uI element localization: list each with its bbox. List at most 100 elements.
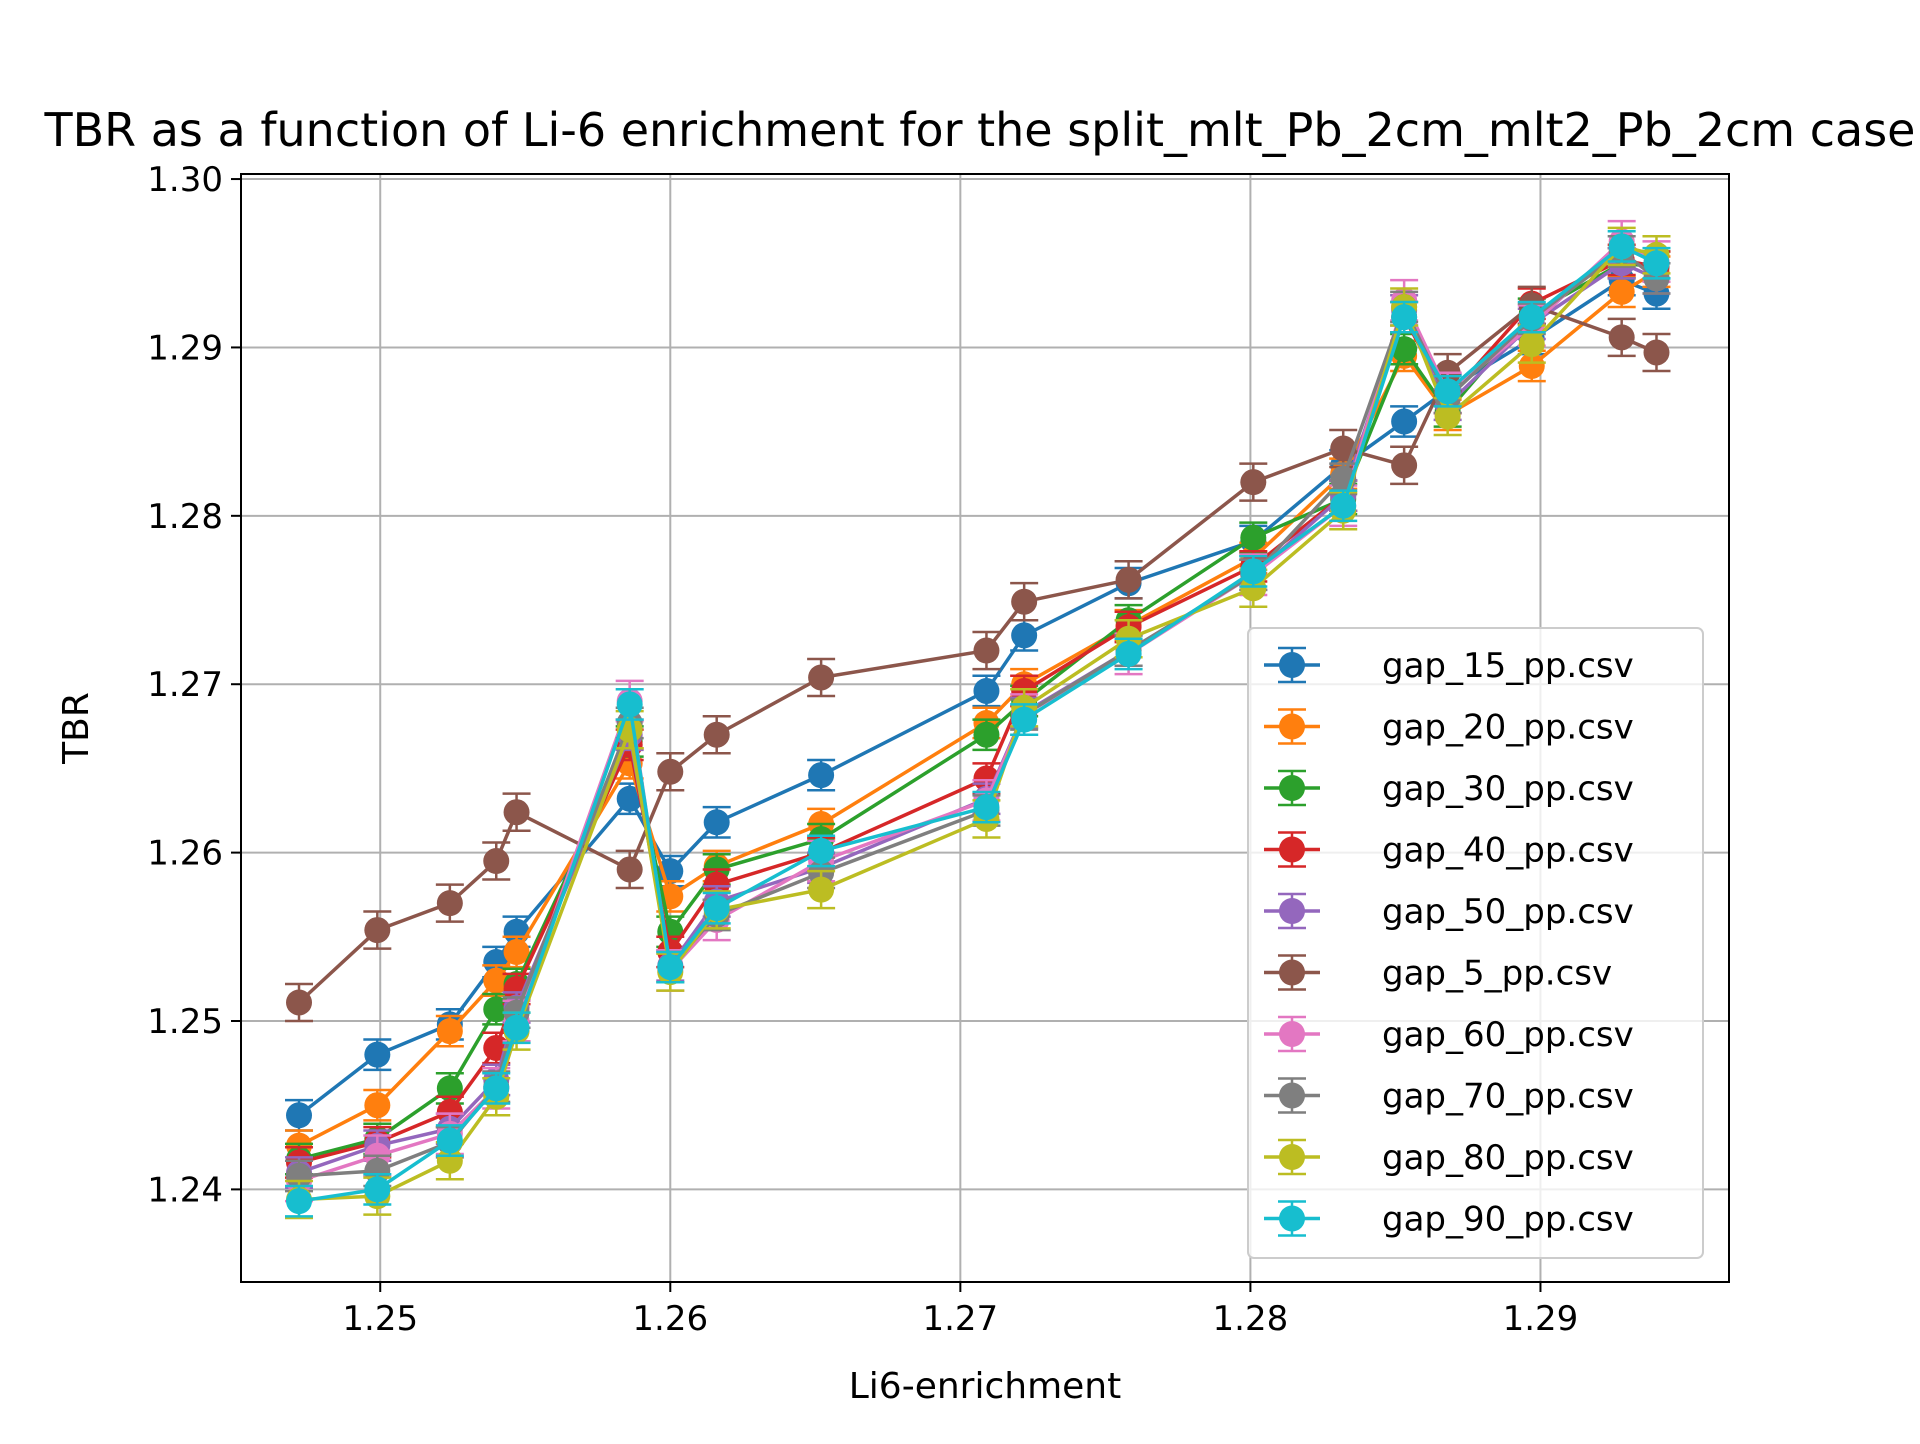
- data-point: [973, 794, 1000, 821]
- legend-label: gap_50_pp.csv: [1382, 892, 1634, 932]
- legend-entry: gap_60_pp.csv: [1264, 1015, 1634, 1055]
- y-tick-label: 1.28: [147, 497, 223, 537]
- data-point: [1434, 378, 1461, 405]
- data-point: [1434, 403, 1461, 430]
- legend-entry: gap_70_pp.csv: [1264, 1077, 1634, 1117]
- data-point: [1643, 339, 1670, 366]
- axes: 1.25 1.26 1.27 1.28 1.29 1.24 1.25 1.26 1.27 1.28…: [147, 160, 1578, 1339]
- series-gap_90_pp.csv: [285, 230, 1671, 1218]
- data-point: [808, 876, 835, 903]
- legend-label: gap_40_pp.csv: [1382, 831, 1634, 871]
- legend-entry: gap_50_pp.csv: [1264, 892, 1634, 932]
- legend-label: gap_90_pp.csv: [1382, 1200, 1634, 1240]
- data-point: [657, 758, 684, 785]
- legend-marker: [1279, 775, 1305, 801]
- legend-entry: gap_40_pp.csv: [1264, 831, 1634, 871]
- legend-box: [1247, 627, 1704, 1259]
- data-point: [286, 1162, 313, 1189]
- plot-frame: [240, 173, 1730, 1283]
- data-point: [703, 721, 730, 748]
- legend-entry: gap_90_pp.csv: [1264, 1200, 1634, 1240]
- data-point: [808, 664, 835, 691]
- data-point: [1518, 304, 1545, 331]
- data-point: [436, 1127, 463, 1154]
- data-point: [364, 1041, 391, 1068]
- data-point: [1391, 408, 1418, 435]
- legend-marker: [1279, 1082, 1305, 1109]
- data-point: [436, 1147, 463, 1174]
- data-point: [1608, 233, 1635, 260]
- data-point: [1330, 435, 1357, 462]
- data-point: [1115, 640, 1142, 667]
- data-point: [483, 848, 510, 875]
- data-point: [503, 938, 530, 965]
- data-point: [364, 917, 391, 944]
- data-point: [616, 785, 643, 812]
- data-point: [483, 996, 510, 1023]
- x-tick-label: 1.28: [1213, 1299, 1289, 1339]
- legend-entry: gap_80_pp.csv: [1264, 1138, 1634, 1178]
- data-point: [503, 1014, 530, 1041]
- data-point: [616, 691, 643, 718]
- legend-entry: gap_5_pp.csv: [1264, 954, 1612, 994]
- x-tick-label: 1.27: [922, 1299, 998, 1339]
- y-tick-label: 1.25: [147, 1002, 223, 1042]
- legend-label: gap_60_pp.csv: [1382, 1015, 1634, 1055]
- data-point: [1115, 566, 1142, 593]
- y-tick-label: 1.26: [147, 834, 223, 874]
- legend-marker: [1279, 1021, 1305, 1047]
- x-tick-label: 1.29: [1503, 1299, 1579, 1339]
- y-axis-label: TBR: [56, 692, 97, 765]
- data-point: [1608, 278, 1635, 305]
- data-point: [703, 895, 730, 922]
- y-tick-label: 1.27: [147, 665, 223, 705]
- data-point: [1240, 558, 1267, 585]
- data-point: [286, 1102, 313, 1129]
- data-point: [436, 1075, 463, 1102]
- data-point: [1330, 492, 1357, 519]
- y-tick-label: 1.30: [147, 160, 223, 200]
- y-tick-label: 1.24: [147, 1170, 223, 1210]
- data-point: [1011, 706, 1038, 733]
- legend-entry: gap_15_pp.csv: [1264, 646, 1634, 686]
- legend-label: gap_70_pp.csv: [1382, 1077, 1634, 1117]
- legend-entry: gap_20_pp.csv: [1264, 708, 1634, 748]
- data-point: [436, 890, 463, 917]
- legend-label: gap_5_pp.csv: [1382, 954, 1612, 994]
- legend-marker: [1279, 1144, 1305, 1170]
- data-point: [808, 762, 835, 789]
- data-point: [1391, 452, 1418, 479]
- x-tick-label: 1.25: [342, 1299, 418, 1339]
- x-axis-label: Li6-enrichment: [849, 1366, 1121, 1407]
- data-point: [616, 856, 643, 883]
- legend-marker: [1279, 652, 1305, 678]
- x-tick-label: 1.26: [632, 1299, 708, 1339]
- data-point: [1391, 304, 1418, 331]
- legend-marker: [1279, 1205, 1305, 1232]
- data-point: [436, 1018, 463, 1045]
- legend-marker: [1279, 836, 1305, 863]
- data-point: [483, 1075, 510, 1102]
- chart-title: TBR as a function of Li-6 enrichment for…: [44, 103, 1916, 157]
- legend-label: gap_80_pp.csv: [1382, 1138, 1634, 1178]
- legend-marker: [1279, 713, 1305, 740]
- data-point: [1518, 352, 1545, 379]
- legend-marker: [1279, 898, 1305, 924]
- series-group: [285, 219, 1671, 1220]
- legend-entry: gap_30_pp.csv: [1264, 769, 1634, 809]
- data-point: [1643, 250, 1670, 277]
- data-point: [1011, 622, 1038, 649]
- legend: gap_15_pp.csv gap_20_pp.csv gap_30_pp.csvg…: [1247, 627, 1704, 1259]
- legend-label: gap_20_pp.csv: [1382, 708, 1634, 748]
- data-point: [286, 1188, 313, 1215]
- legend-marker: [1279, 959, 1305, 986]
- legend-label: gap_15_pp.csv: [1382, 646, 1634, 686]
- data-point: [364, 1176, 391, 1203]
- data-point: [1011, 588, 1038, 615]
- data-point: [657, 954, 684, 981]
- data-point: [1240, 524, 1267, 551]
- data-point: [703, 809, 730, 836]
- data-point: [808, 837, 835, 864]
